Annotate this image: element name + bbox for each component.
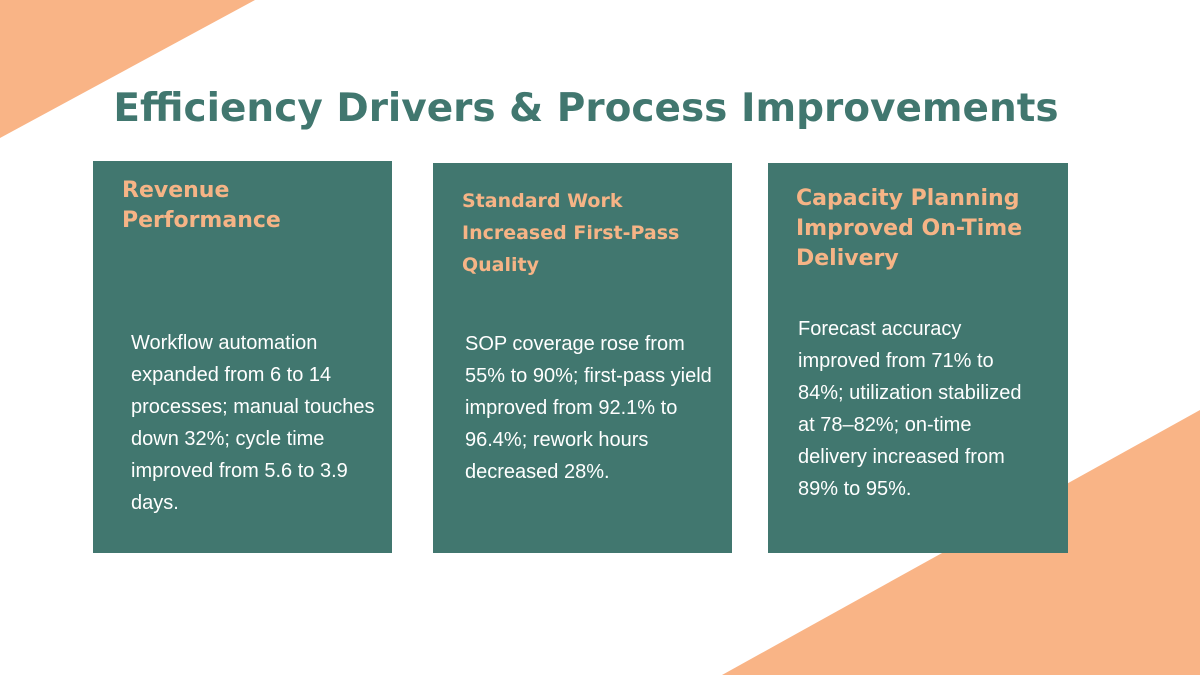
card-heading: Standard Work Increased First-Pass Quali… [462, 190, 680, 276]
card-body: Workflow automation expanded from 6 to 1… [131, 332, 375, 514]
card-heading: Capacity Planning Improved On-Time Deliv… [796, 186, 1023, 271]
card-standard-work: Standard Work Increased First-Pass Quali… [433, 163, 732, 553]
card-body: SOP coverage rose from 55% to 90%; first… [465, 333, 712, 483]
card-body: Forecast accuracy improved from 71% to 8… [798, 318, 1022, 500]
page-title: Efficiency Drivers & Process Improvement… [113, 86, 1059, 131]
top-left-accent-triangle [0, 0, 255, 138]
card-heading: Revenue Performance [122, 178, 281, 233]
card-capacity-planning: Capacity Planning Improved On-Time Deliv… [768, 163, 1068, 553]
card-revenue-performance: Revenue Performance Workflow automation … [93, 161, 392, 553]
